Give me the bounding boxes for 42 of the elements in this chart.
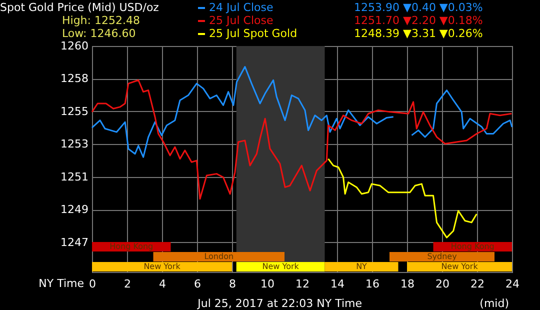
legend-label: 25 Jul Close [209, 14, 274, 27]
x-tick-label: 24 [506, 278, 520, 290]
band-label: Hong Kong [450, 242, 494, 251]
x-tick-label: 4 [159, 278, 166, 290]
y-tick-label: 1251 [60, 170, 88, 184]
y-tick-label: 1253 [60, 138, 88, 151]
x-tick-label: 6 [194, 278, 201, 290]
x-tick-label: 22 [470, 278, 484, 290]
band-label: New York [441, 262, 478, 271]
x-tick-label: 20 [436, 278, 450, 290]
legend-label: 25 Jul Spot Gold [209, 27, 298, 40]
band-label: New York [262, 262, 300, 271]
x-tick-label: 2 [124, 278, 131, 290]
text: 1251.70 ▼2.20 ▼0.18% [354, 14, 483, 27]
y-tick-label: 1247 [60, 236, 88, 249]
text: 1253.90 ▼0.40 ▼0.03% [354, 1, 483, 14]
x-axis-title: NY Time [38, 277, 84, 290]
y-tick-label: 1249 [60, 203, 88, 216]
x-tick-label: 0 [89, 278, 96, 290]
x-tick-label: 14 [330, 278, 344, 290]
band-label: New York [144, 262, 181, 271]
chart-title: Spot Gold Price (Mid) USD/oz [0, 1, 160, 14]
band-label: London [204, 252, 234, 261]
legend-label: 24 Jul Close [209, 1, 274, 14]
band-label: Hong Kong [110, 242, 154, 251]
text: Low: 1246.60 [62, 27, 136, 40]
text: High: 1252.48 [62, 14, 140, 27]
y-tick-label: 1255 [60, 104, 88, 118]
x-tick-label: 18 [400, 278, 414, 290]
x-tick-label: 8 [229, 278, 236, 290]
y-tick-label: 1260 [60, 40, 88, 52]
y-tick-label: 1258 [60, 72, 88, 86]
line-series [91, 79, 512, 200]
band-label: Sydney [427, 252, 458, 261]
band-label: NY [356, 262, 368, 271]
x-tick-label: 16 [366, 278, 380, 290]
text: Jul 25, 2017 at 22:03 NY Time [196, 297, 362, 310]
x-tick-label: 12 [296, 278, 310, 290]
text: (mid) [480, 297, 509, 310]
line-series [328, 158, 478, 238]
text: 1248.39 ▼3.31 ▼0.26% [354, 27, 483, 40]
x-tick-label: 10 [260, 278, 274, 290]
